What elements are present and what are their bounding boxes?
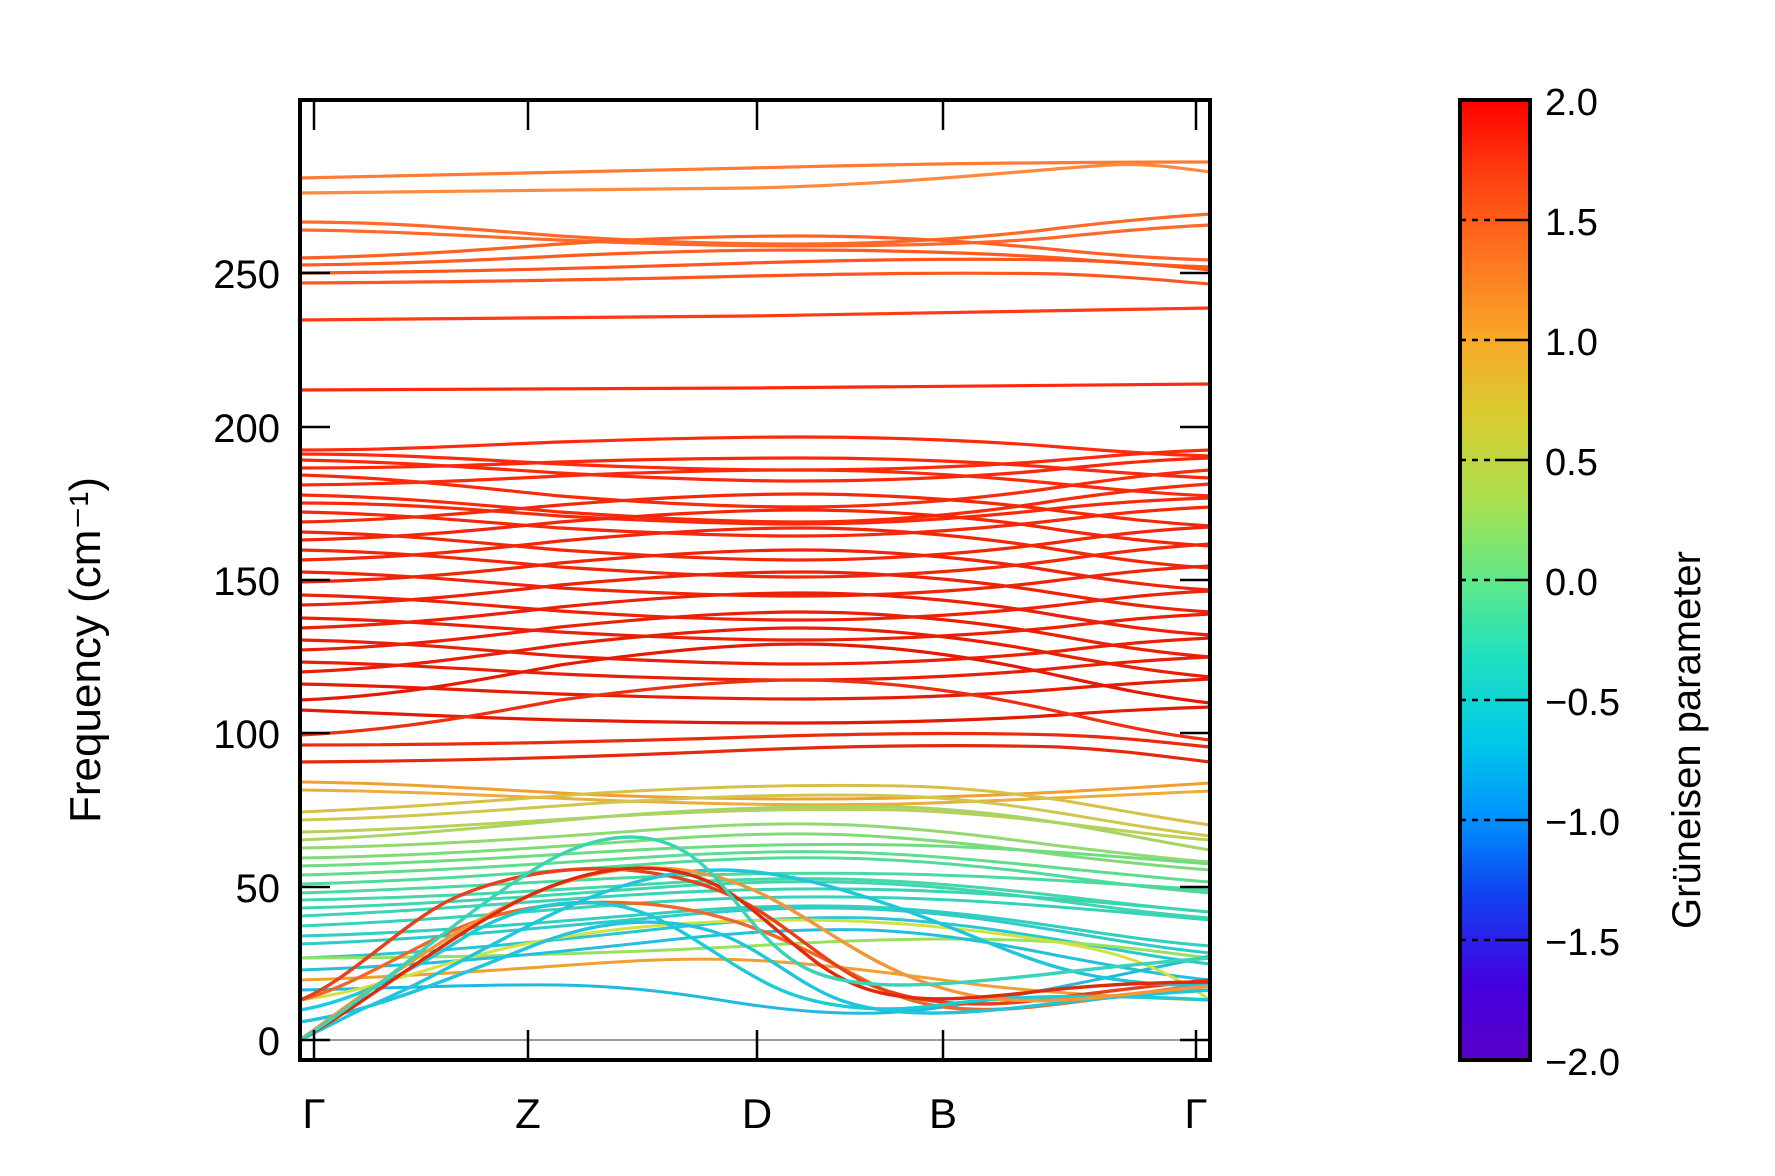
colorbar-group: 2.0 1.5 1.0 0.5 0.0 −0.5 −1.0 −1.5 −2.0 … [1460,82,1709,1084]
band-curves-group [300,162,1210,1040]
ytick-150: 150 [213,560,280,604]
ytick-50: 50 [236,867,281,911]
ytick-250: 250 [213,253,280,297]
cbar-tick-1: 1.5 [1545,202,1598,244]
cbar-tick-2: 1.0 [1545,322,1598,364]
x-axis-tick-labels: Γ Z D B Γ [302,1090,1207,1137]
phonon-dispersion-chart: 0 50 100 150 200 250 Γ Z D B Γ Frequency… [0,0,1775,1176]
y-axis-tick-labels: 0 50 100 150 200 250 [213,253,280,1064]
xtick-z: Z [515,1090,541,1137]
y-axis-title: Frequency (cm⁻¹) [61,477,110,823]
chart-svg: 0 50 100 150 200 250 Γ Z D B Γ Frequency… [0,0,1775,1176]
xtick-b: B [929,1090,957,1137]
ytick-100: 100 [213,713,280,757]
xtick-d: D [742,1090,772,1137]
cbar-tick-6: −1.0 [1545,802,1620,844]
colorbar-title: Grüneisen parameter [1665,551,1709,929]
xtick-gamma1: Γ [302,1090,325,1137]
cbar-tick-5: −0.5 [1545,682,1620,724]
cbar-tick-7: −1.5 [1545,922,1620,964]
ytick-0: 0 [258,1020,280,1064]
colorbar-tick-labels: 2.0 1.5 1.0 0.5 0.0 −0.5 −1.0 −1.5 −2.0 [1545,82,1620,1084]
cbar-tick-0: 2.0 [1545,82,1598,124]
cbar-tick-8: −2.0 [1545,1042,1620,1084]
ytick-200: 200 [213,407,280,451]
xtick-gamma2: Γ [1184,1090,1207,1137]
cbar-tick-4: 0.0 [1545,562,1598,604]
cbar-tick-3: 0.5 [1545,442,1598,484]
